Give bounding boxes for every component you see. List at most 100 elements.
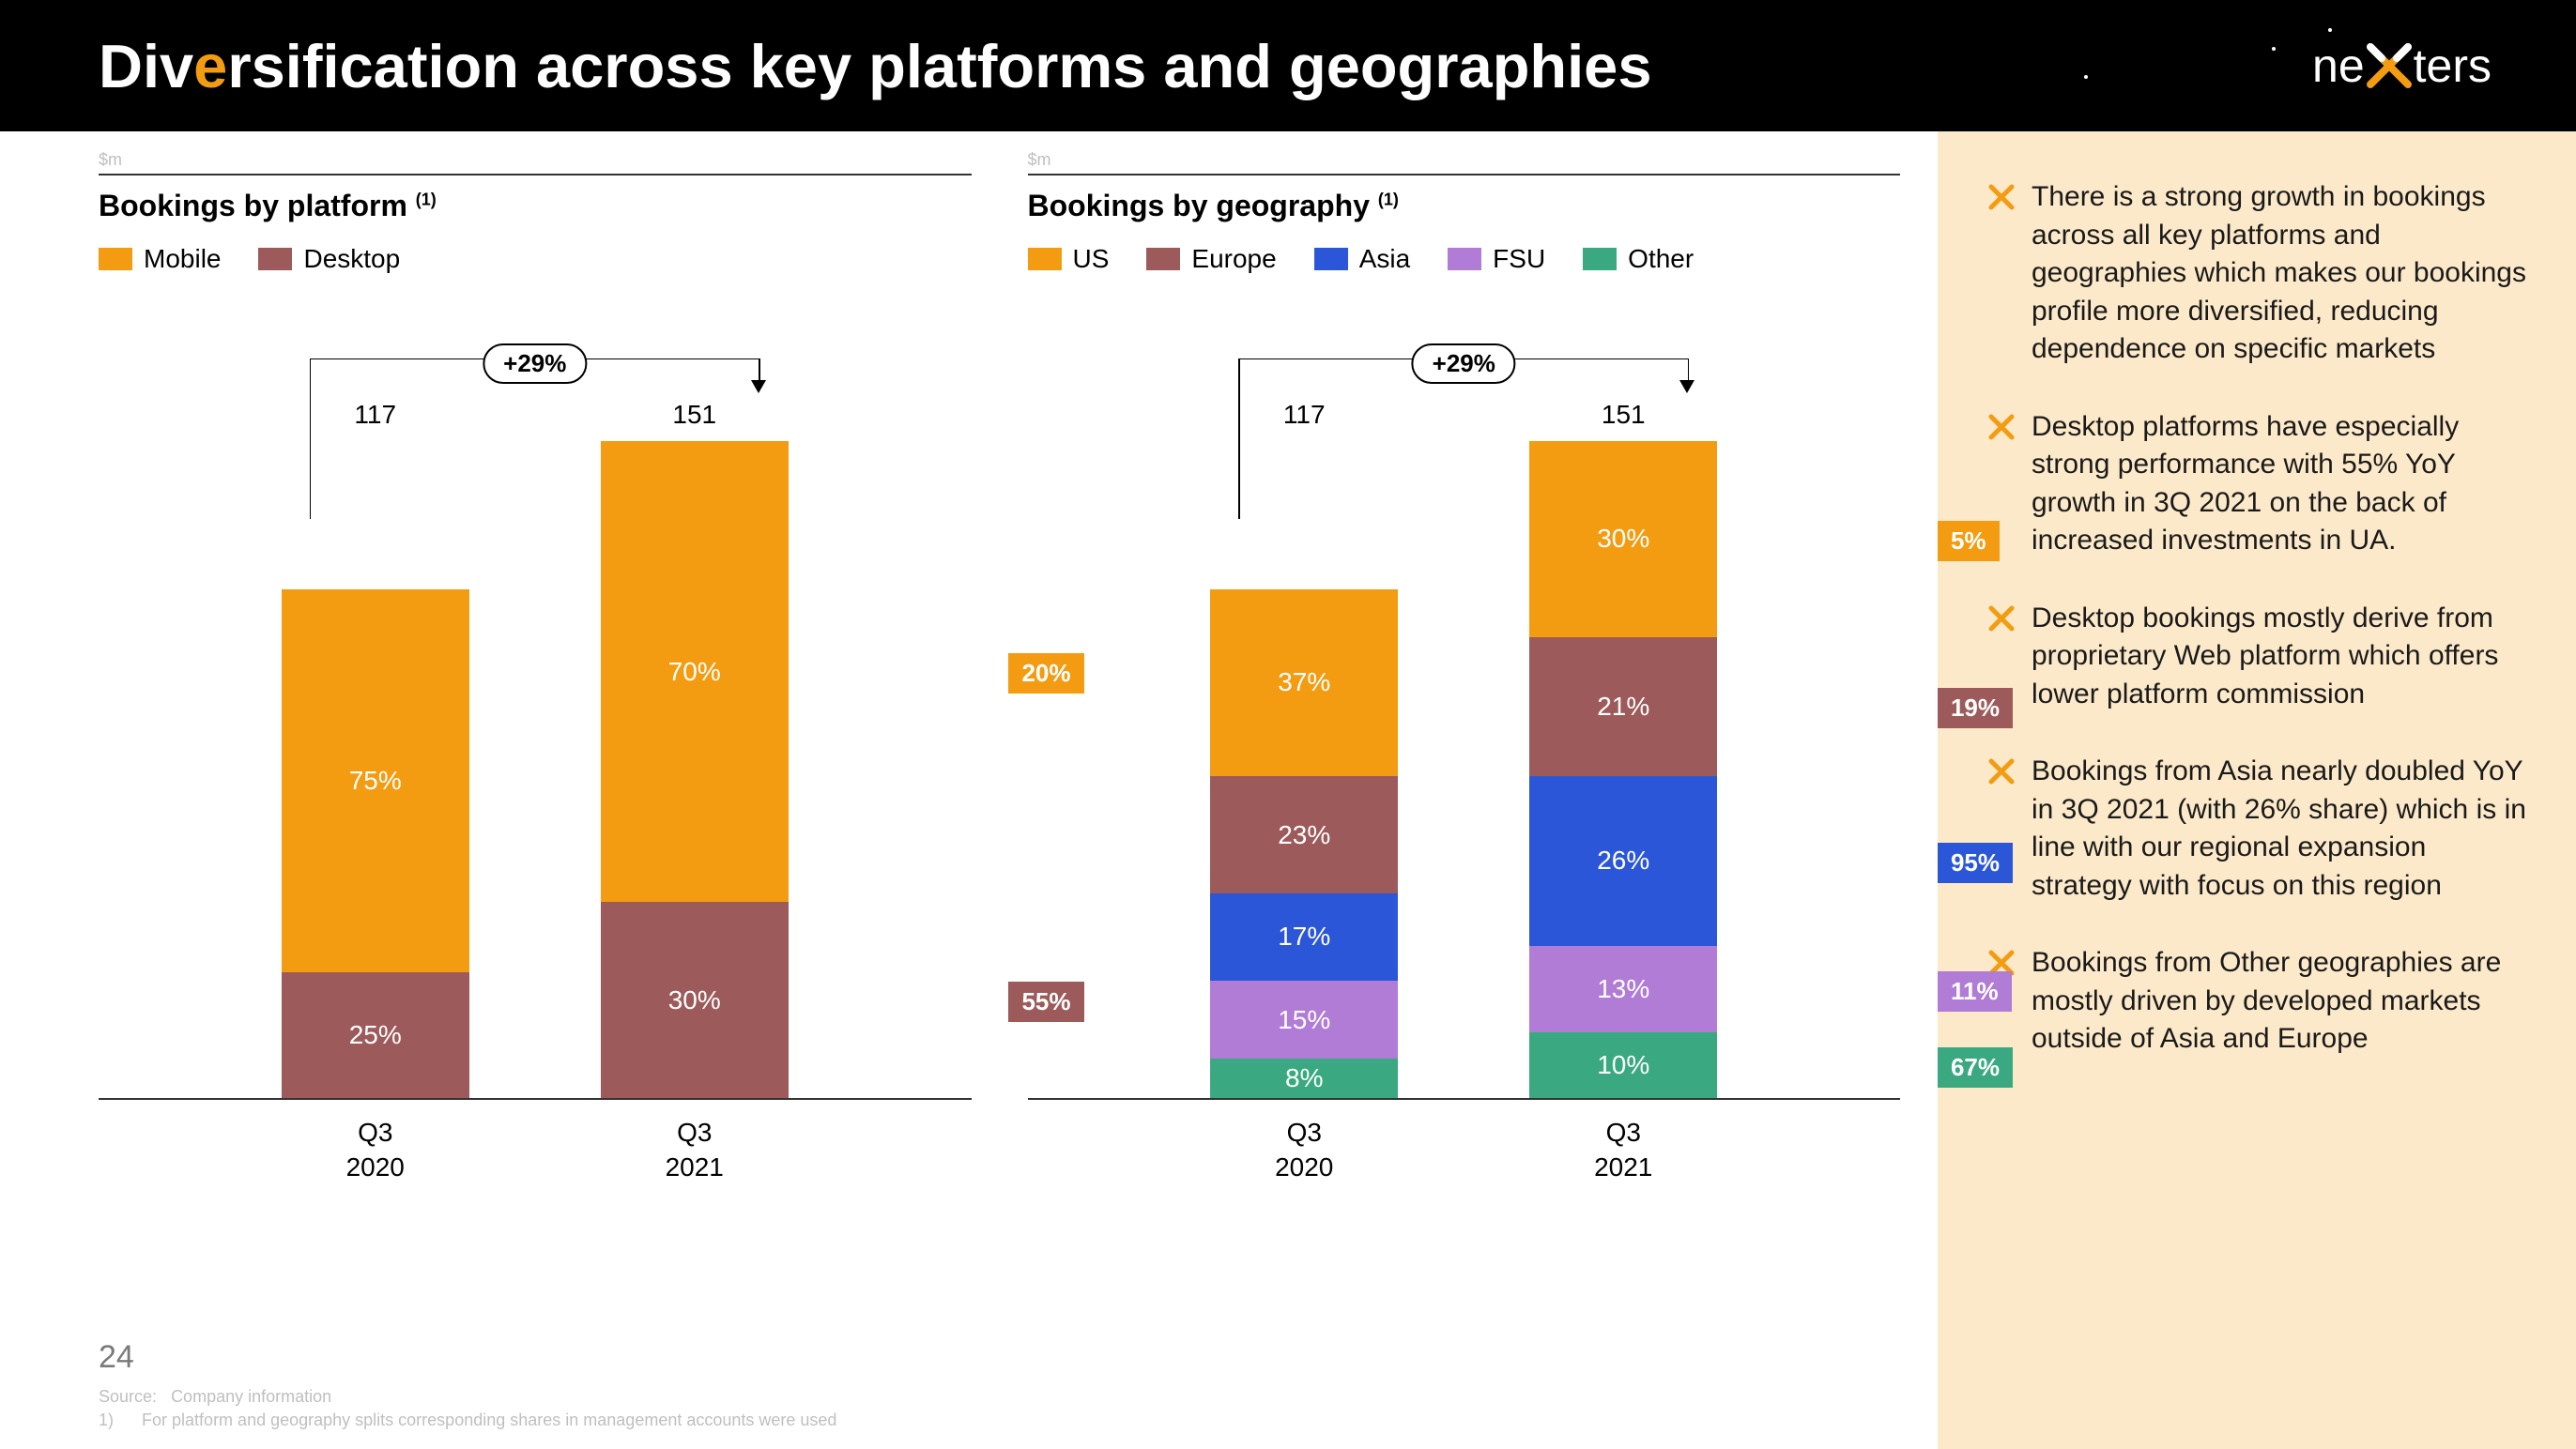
chart-legend: Mobile Desktop: [99, 244, 972, 274]
chart-geography: $m Bookings by geography (1) US Europe Asi…: [1028, 150, 1901, 1449]
chart-legend: US Europe Asia FSU Other: [1028, 244, 1901, 274]
bar-column: 10%13%26%21%30%151: [1529, 441, 1717, 1098]
badge-slot: 95%: [1938, 778, 2013, 948]
legend-label: Other: [1628, 244, 1694, 274]
bar-segment: 30%: [601, 902, 789, 1098]
bar-column: 25%75%117: [282, 441, 469, 1098]
footnote-note: 1) For platform and geography splits cor…: [99, 1409, 2538, 1432]
legend-item: Desktop: [258, 244, 400, 274]
x-labels: Q32020 Q32021: [1028, 1116, 1901, 1184]
bullet-item: Desktop bookings mostly derive from prop…: [1988, 600, 2529, 714]
x-axis-label: Q32021: [601, 1116, 789, 1184]
legend-swatch: [1146, 248, 1180, 270]
logo-post: ters: [2414, 38, 2492, 93]
legend-label: US: [1073, 244, 1110, 274]
chart-rule: [1028, 174, 1901, 175]
legend-swatch: [1448, 248, 1481, 270]
bar-segment: 23%: [1210, 776, 1398, 893]
company-logo: ne ters: [2312, 38, 2492, 93]
charts-area: $m Bookings by platform (1) MobileDeskto…: [0, 131, 1938, 1449]
bar-segment: 30%: [1529, 441, 1717, 637]
chart-platform: $m Bookings by platform (1) MobileDeskto…: [99, 150, 972, 1449]
x-axis-label: Q32021: [1529, 1116, 1717, 1184]
slide-title: Diversification across key platforms and…: [99, 31, 1651, 101]
growth-badge: 19%: [1938, 688, 2013, 728]
bar-column: 8%15%17%23%37%117: [1210, 441, 1398, 1098]
legend-label: Europe: [1191, 244, 1276, 274]
growth-badge: 95%: [1938, 843, 2013, 883]
legend-item: Other: [1583, 244, 1694, 274]
chart-title-text: Bookings by geography: [1028, 189, 1370, 222]
badge-slot: 11%: [1938, 948, 2013, 1035]
arrow-down-icon: [1679, 380, 1694, 393]
bullet-text: There is a strong growth in bookings acr…: [2032, 178, 2529, 369]
growth-pill: +29%: [1412, 343, 1516, 384]
bar-total: 151: [1529, 400, 1717, 430]
unit-label: $m: [1028, 150, 1901, 170]
legend-item: Mobile: [99, 244, 221, 274]
bar-segment: 25%: [282, 972, 469, 1098]
page-number: 24: [99, 1339, 2538, 1376]
chart-rule: [99, 174, 972, 175]
growth-badge: 67%: [1938, 1047, 2013, 1088]
bullet-text: Bookings from Other geographies are most…: [2032, 944, 2529, 1059]
bar-segment: 37%: [1210, 589, 1398, 776]
badge-slot: 67%: [1938, 1034, 2013, 1100]
bar-segment: 21%: [1529, 637, 1717, 776]
content-area: $m Bookings by platform (1) MobileDeskto…: [0, 131, 2576, 1449]
bars-row: 25%75%117 30%70%151: [99, 441, 972, 1100]
bar-total: 117: [282, 400, 469, 430]
legend-swatch: [258, 248, 292, 270]
bar-total: 151: [601, 400, 789, 430]
legend-item: FSU: [1448, 244, 1545, 274]
chart-title: Bookings by geography (1): [1028, 189, 1901, 223]
growth-badge: 5%: [1938, 521, 2000, 561]
bar-segment: 15%: [1210, 981, 1398, 1059]
bar-segment: 8%: [1210, 1059, 1398, 1098]
bullet-item: Desktop platforms have especially strong…: [1988, 408, 2529, 560]
bar-total: 117: [1210, 400, 1398, 430]
x-labels: Q32020Q32021: [99, 1116, 972, 1184]
title-post: rsification across key platforms and geo…: [227, 32, 1651, 100]
legend-swatch: [1314, 248, 1348, 270]
legend-swatch: [1028, 248, 1062, 270]
bullet-item: Bookings from Other geographies are most…: [1988, 944, 2529, 1059]
unit-label: $m: [99, 150, 972, 170]
bar-segment: 26%: [1529, 776, 1717, 946]
x-axis-label: Q32020: [1210, 1116, 1398, 1184]
legend-label: FSU: [1493, 244, 1545, 274]
chart-title-sup: (1): [416, 190, 437, 208]
badge-slot: 5%: [1938, 443, 2013, 639]
bars-row: 8%15%17%23%37%117 10%13%26%21%30%151: [1028, 441, 1901, 1100]
growth-badge: 11%: [1938, 971, 2012, 1012]
growth-pill: +29%: [483, 343, 587, 384]
logo-x-icon: [2367, 43, 2412, 88]
legend-item: Asia: [1314, 244, 1410, 274]
bar-column: 30%70%151: [601, 441, 789, 1098]
slide-footer: 24 Source: Company information 1) For pl…: [99, 1339, 2538, 1432]
legend-swatch: [1583, 248, 1617, 270]
bullet-item: Bookings from Asia nearly doubled YoY in…: [1988, 753, 2529, 905]
chart-canvas: +29% 25%75%11730%70%151 55%20% Q32020Q32…: [99, 321, 972, 1184]
bullet-star-icon: [1988, 184, 2015, 369]
bar-segment: 17%: [1210, 893, 1398, 981]
chart-title-sup: (1): [1378, 190, 1399, 208]
bullet-sidebar: There is a strong growth in bookings acr…: [1938, 131, 2576, 1449]
legend-label: Desktop: [303, 244, 400, 274]
bullet-text: Desktop bookings mostly derive from prop…: [2032, 600, 2529, 714]
badge-slot: 19%: [1938, 639, 2013, 778]
footnote-source: Source: Company information: [99, 1385, 2538, 1409]
bullet-text: Desktop platforms have especially strong…: [2032, 408, 2529, 560]
title-accent: e: [193, 32, 227, 100]
legend-label: Mobile: [144, 244, 221, 274]
bar-segment: 75%: [282, 589, 469, 972]
bar-segment: 70%: [601, 441, 789, 902]
bar-segment: 10%: [1529, 1032, 1717, 1098]
title-pre: Div: [99, 32, 193, 100]
growth-badges: 67% 11% 95% 19% 5%: [1938, 443, 2013, 1100]
legend-label: Asia: [1359, 244, 1410, 274]
slide-header: Diversification across key platforms and…: [0, 0, 2576, 131]
logo-pre: ne: [2312, 38, 2365, 93]
chart-canvas: +29% 8%15%17%23%37%11710%13%26%21%30%151…: [1028, 321, 1901, 1184]
legend-swatch: [99, 248, 132, 270]
